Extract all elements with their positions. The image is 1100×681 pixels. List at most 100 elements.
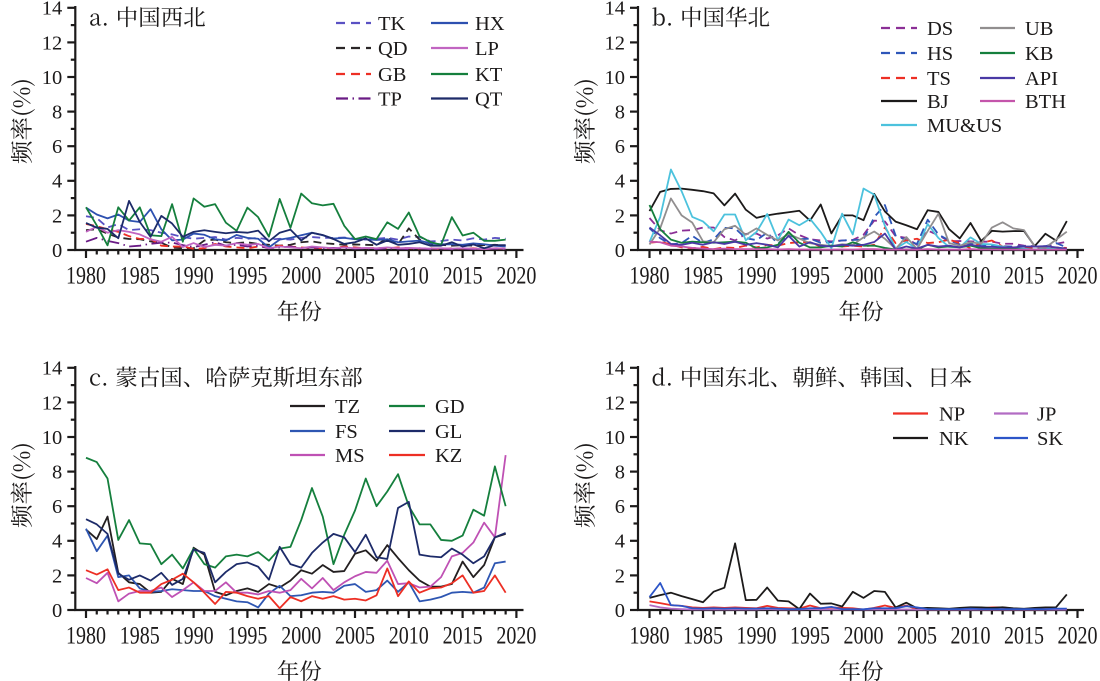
series-line-KT [85, 192, 506, 247]
series-line-FS [85, 528, 506, 609]
series-line-LP [85, 225, 506, 251]
legend-label-KZ: KZ [435, 445, 462, 467]
panel-c: 0 2 4 6 8 10 12 14 1980 1985 1990 1995 2000 2005 2010 2… [10, 358, 536, 681]
x-tick-label: 2015 [443, 261, 483, 290]
y-tick-label: 12 [605, 392, 626, 414]
y-axis-label-glyphs [10, 444, 35, 528]
x-tick-label: 2020 [1058, 261, 1098, 290]
legend-label-NK: NK [939, 428, 969, 450]
x-tick-label: 2015 [1004, 261, 1044, 290]
y-tick-label: 6 [52, 496, 62, 518]
legend-label-HS: HS [927, 43, 953, 65]
y-tick-label: 8 [52, 462, 62, 484]
x-tick-label: 1980 [66, 621, 106, 650]
x-tick-label: 1985 [683, 621, 723, 650]
x-tick-label: 2000 [844, 261, 884, 290]
panel-title-glyphs [652, 366, 972, 388]
x-tick-label: 2020 [496, 621, 536, 650]
x-tick-label: 1995 [790, 261, 830, 290]
y-tick-label: 4 [52, 171, 62, 193]
y-tick-label: 4 [52, 531, 62, 553]
legend-label-JP: JP [1037, 403, 1056, 425]
series-line-BTH [649, 240, 1067, 251]
x-tick-label: 2000 [844, 621, 884, 650]
x-axis-label-glyphs [839, 659, 884, 681]
legend-label-QT: QT [475, 88, 503, 110]
x-tick-label: 2010 [951, 621, 991, 650]
axis-spines [636, 366, 1084, 612]
series-line-GL [85, 500, 506, 586]
series-line-QT [85, 199, 506, 250]
x-tick-label: 1995 [227, 261, 267, 290]
y-tick-label: 14 [605, 0, 626, 20]
legend-label-GB: GB [378, 64, 406, 86]
legend-label-KT: KT [475, 64, 503, 86]
legend-label-GL: GL [435, 421, 462, 443]
y-tick-label: 2 [52, 205, 62, 227]
y-tick-label: 12 [605, 32, 626, 54]
legend-label-HX: HX [475, 13, 505, 35]
y-tick-label: 14 [42, 358, 63, 380]
x-tick-label: 2005 [897, 621, 937, 650]
series-line-MU-US [648, 168, 1067, 251]
legend-label-TK: TK [378, 13, 406, 35]
axis-spines [636, 6, 1084, 252]
x-tick-label: 1995 [227, 621, 267, 650]
x-tick-label: 1980 [66, 261, 106, 290]
y-tick-label: 12 [42, 32, 63, 54]
y-tick-label: 10 [605, 427, 626, 449]
x-tick-label: 1995 [790, 621, 830, 650]
x-tick-label: 1980 [630, 261, 670, 290]
legend-label-DS: DS [927, 18, 953, 40]
x-tick-label: 2015 [1004, 621, 1044, 650]
legend-label-KB: KB [1025, 43, 1053, 65]
y-tick-label: 4 [615, 531, 625, 553]
y-tick-label: 10 [42, 67, 63, 89]
y-tick-label: 12 [42, 392, 63, 414]
x-tick-label: 2005 [897, 261, 937, 290]
legend-label-BTH: BTH [1025, 91, 1066, 113]
y-tick-label: 6 [615, 136, 625, 158]
x-axis-label-glyphs [839, 300, 884, 322]
panel-a: 0 2 4 6 8 10 12 14 1980 1985 1990 1995 2000 2005 2010 2… [10, 0, 536, 322]
x-tick-label: 2020 [496, 261, 536, 290]
legend-label-BJ: BJ [927, 91, 949, 113]
x-tick-label: 2015 [443, 621, 483, 650]
y-tick-label: 2 [615, 565, 625, 587]
y-tick-label: 0 [52, 240, 62, 262]
y-axis-label-glyphs [10, 80, 35, 164]
y-axis-label-glyphs [573, 80, 598, 164]
legend-label-TP: TP [378, 88, 402, 110]
x-axis-label-glyphs [277, 300, 322, 322]
legend-label-API: API [1025, 68, 1058, 90]
x-tick-label: 1990 [737, 261, 777, 290]
series-line-BJ [648, 187, 1068, 248]
x-tick-label: 1985 [683, 261, 723, 290]
legend-label-UB: UB [1025, 18, 1053, 40]
x-tick-label: 2020 [1058, 621, 1098, 650]
x-tick-label: 1990 [737, 621, 777, 650]
y-tick-label: 0 [52, 600, 62, 622]
x-tick-label: 1985 [120, 261, 160, 290]
y-tick-label: 6 [615, 496, 625, 518]
y-tick-label: 8 [615, 462, 625, 484]
x-tick-label: 1985 [120, 621, 160, 650]
legend-label-GD: GD [435, 396, 465, 418]
y-tick-label: 8 [615, 102, 625, 124]
legend-label-TZ: TZ [335, 396, 360, 418]
x-tick-label: 2010 [951, 261, 991, 290]
x-tick-label: 2000 [281, 261, 321, 290]
legend-label-QD: QD [378, 38, 408, 60]
series-line-KZ [85, 567, 507, 610]
legend-label-LP: LP [475, 38, 499, 60]
series-line-NK [649, 542, 1068, 611]
series-line-GD [85, 456, 507, 570]
series-line-API [648, 226, 1067, 251]
x-tick-label: 1990 [174, 621, 214, 650]
panel-title-glyphs [90, 6, 205, 28]
panel-b: 0 2 4 6 8 10 12 14 1980 1985 1990 1995 2000 2005 2010 2… [573, 0, 1098, 322]
x-tick-label: 2005 [335, 621, 375, 650]
y-tick-label: 2 [615, 205, 625, 227]
